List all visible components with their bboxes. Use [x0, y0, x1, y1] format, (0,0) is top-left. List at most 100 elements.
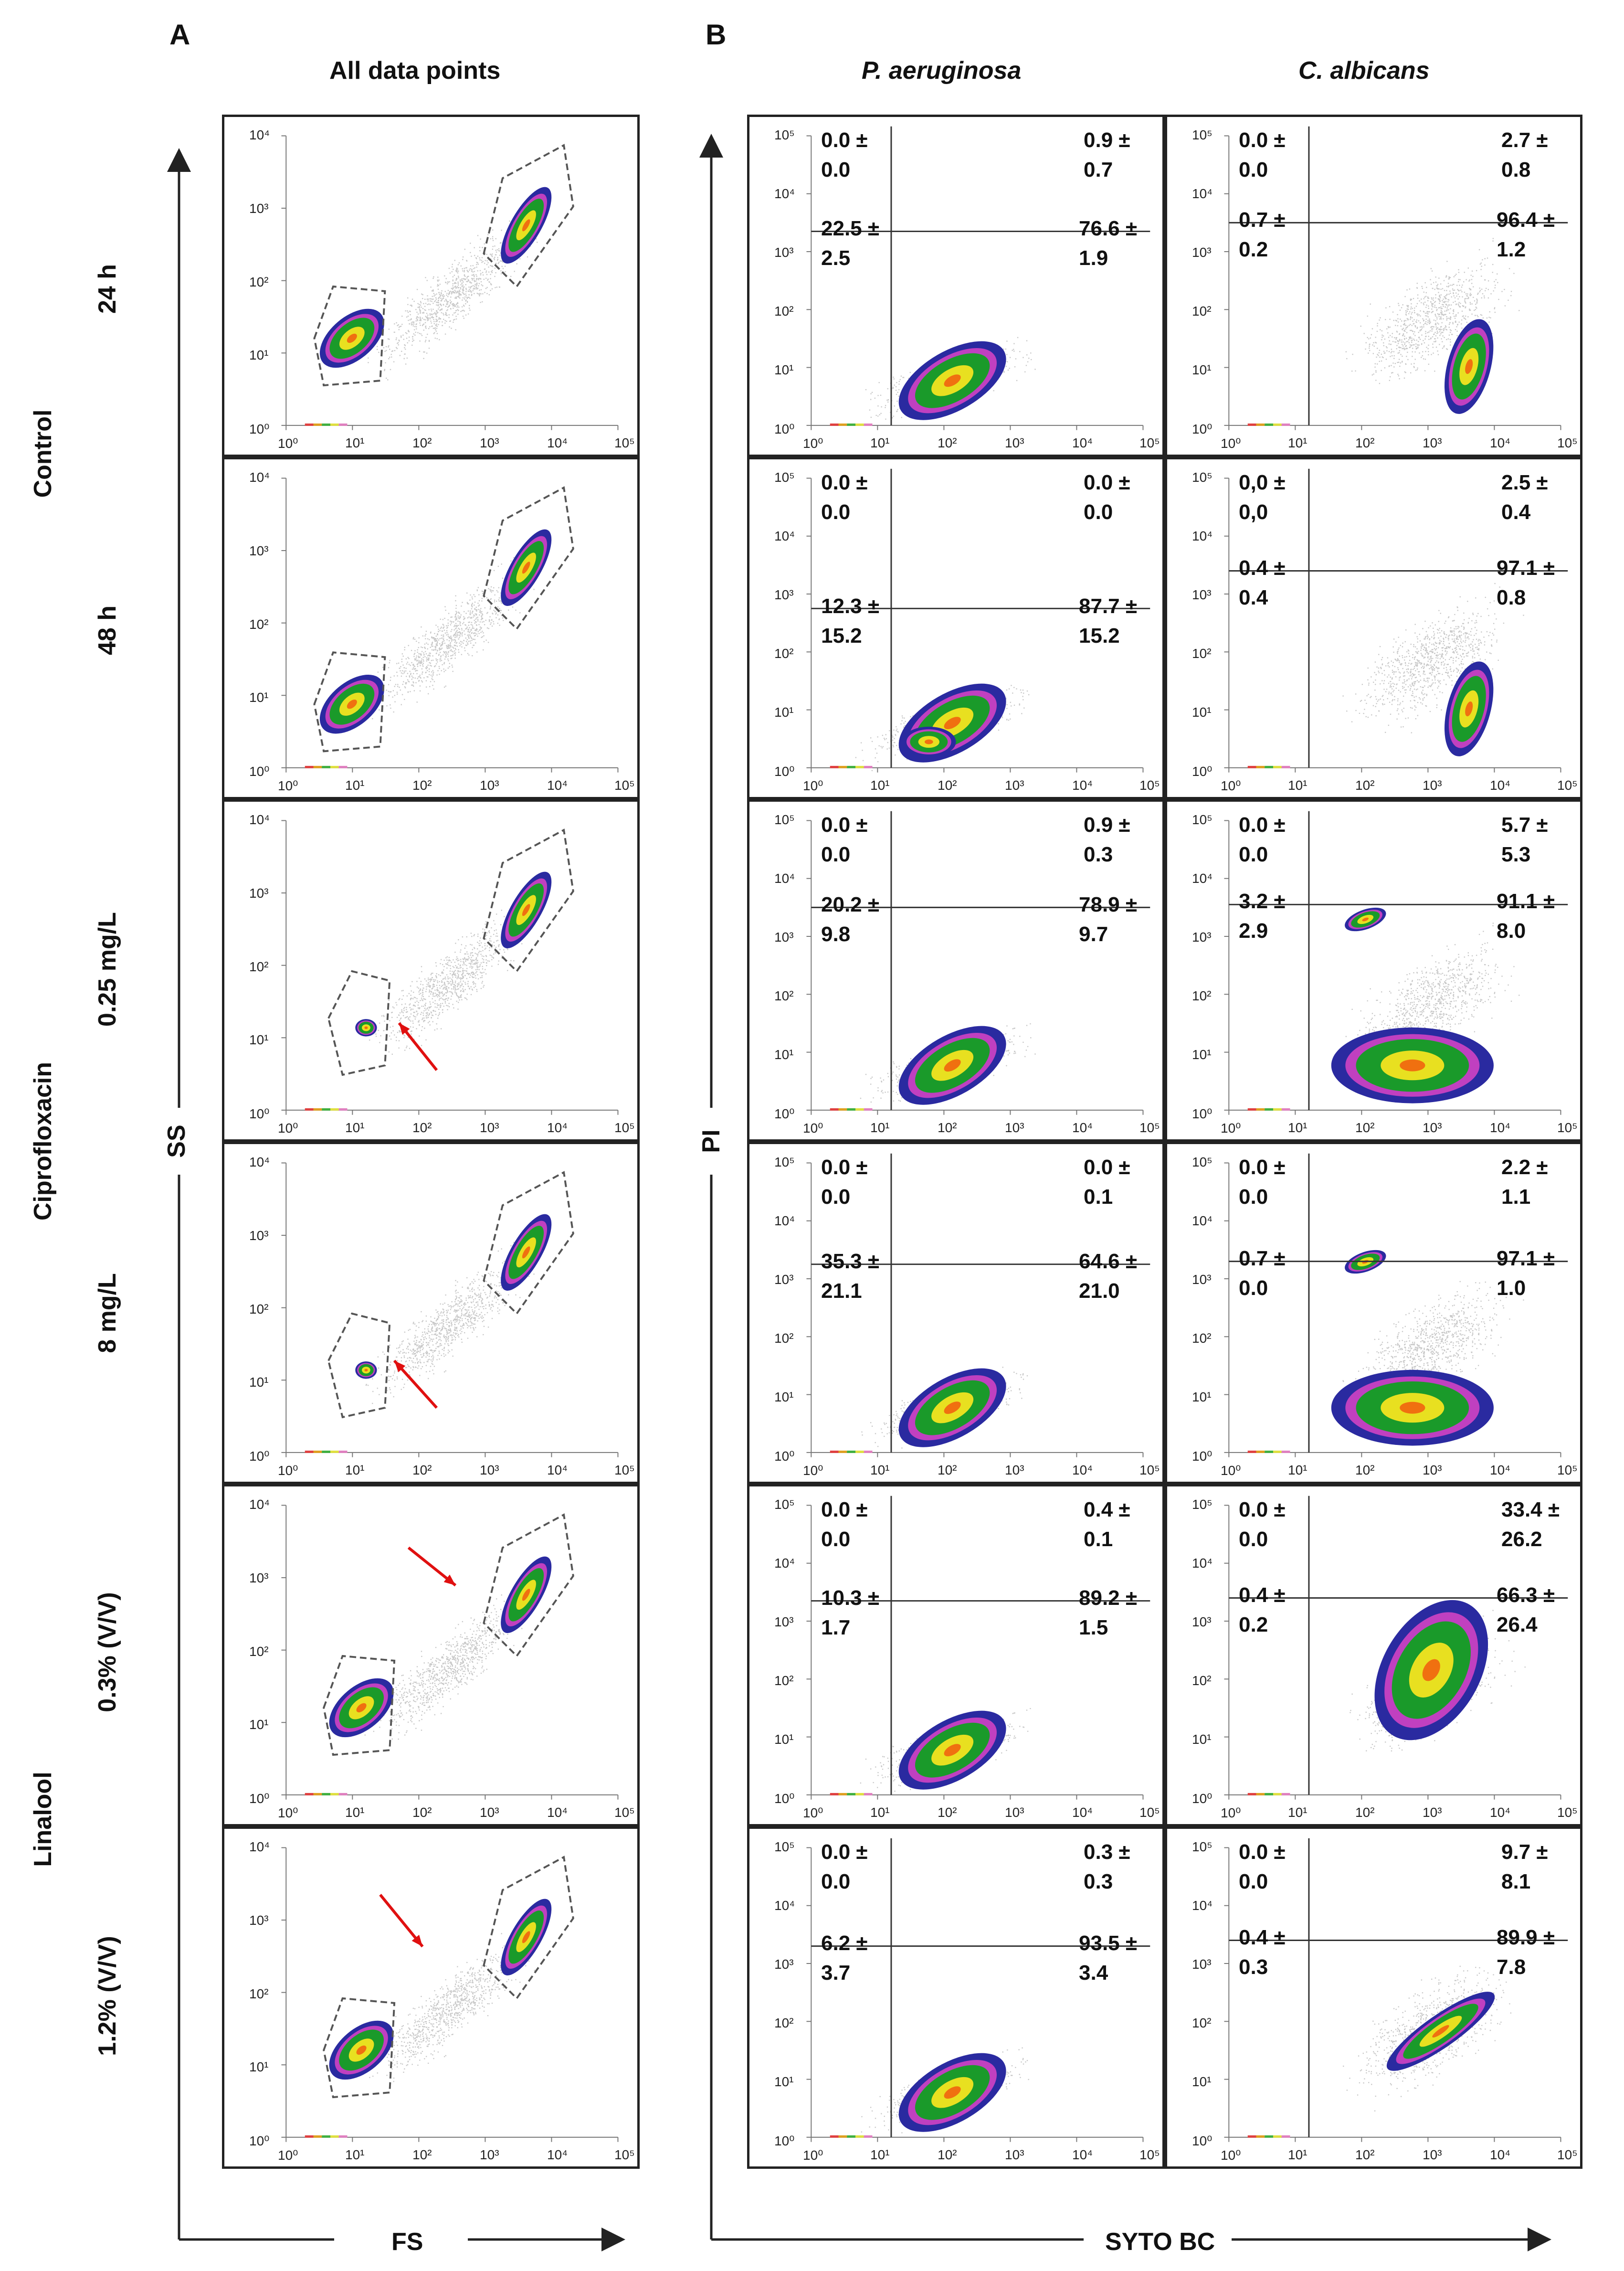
p-aeruginosa-plot-row-5: 10⁰ 10¹ 10² 10³ 10⁴ 10⁵ 10⁰ 10¹ 10² 10³ 10⁴ 10⁵ 0.0 …: [747, 1484, 1165, 1826]
x-tick-label: 10¹: [870, 1120, 890, 1135]
x-tick-label: 10³: [1423, 435, 1442, 450]
scatter-cloud: [313, 486, 574, 753]
y-tick-label: 10⁴: [1192, 186, 1213, 201]
plot-axes: [281, 478, 619, 773]
y-tick-label: 10⁰: [1192, 422, 1213, 436]
x-tick-label: 10⁵: [1557, 1120, 1578, 1135]
quadrant-ul: 0.0 ±0.0: [1239, 128, 1286, 181]
quadrant-lr: 76.6 ±1.9: [1079, 216, 1138, 270]
y-tick-label: 10⁴: [249, 1839, 270, 1854]
x-tick-label: 10⁰: [1221, 778, 1241, 793]
x-tick-label: 10⁵: [614, 1805, 635, 1820]
x-tick-label: 10³: [480, 2147, 499, 2162]
c-albicans-plot-row-1-svg: [1224, 126, 1568, 430]
x-tick-label: 10³: [480, 1120, 499, 1135]
p-aeruginosa-plot-row-6: 10⁰ 10¹ 10² 10³ 10⁴ 10⁵ 10⁰ 10¹ 10² 10³ 10⁴ 10⁵ 0.0 …: [747, 1826, 1165, 2169]
x-tick-label: 10⁰: [803, 2148, 823, 2163]
y-tick-label: 10³: [249, 543, 269, 558]
plot-axes: [1224, 820, 1561, 1115]
quadrant-ll: 0.4 ±0.3: [1239, 1925, 1286, 1979]
x-tick-label: 10³: [1423, 778, 1442, 793]
x-tick-label: 10²: [412, 1805, 432, 1820]
scatter-cloud: [327, 828, 574, 1076]
plot-axes: [281, 1505, 619, 1800]
x-tick-label: 10³: [1423, 2147, 1442, 2162]
y-tick-label: 10³: [1192, 587, 1212, 602]
x-tick-label: 10⁴: [1072, 778, 1093, 793]
y-tick-label: 10²: [774, 1331, 794, 1346]
quadrant-ll: 0.4 ±0.4: [1239, 556, 1286, 609]
x-tick-label: 10⁰: [803, 1805, 823, 1820]
x-tick-label: 10³: [1005, 778, 1024, 793]
quadrant-lr: 97.1 ±0.8: [1497, 556, 1555, 609]
x-tick-label: 10⁰: [278, 2148, 298, 2163]
c-albicans-plot-row-6-svg: [1224, 1838, 1568, 2142]
row-label-0-3pct: 0.3% (V/V): [94, 1592, 121, 1712]
x-tick-label: 10¹: [870, 435, 890, 450]
x-tick-label: 10²: [1355, 435, 1375, 450]
quadrant-ur: 0.0 ±0.1: [1084, 1156, 1130, 1209]
x-tick-label: 10⁵: [1139, 2147, 1160, 2162]
scatter-cloud: [811, 126, 1150, 425]
y-tick-label: 10²: [774, 988, 794, 1003]
y-tick-label: 10²: [249, 616, 269, 632]
y-tick-label: 10²: [774, 1673, 794, 1688]
plot-axes: [806, 820, 1144, 1115]
x-tick-label: 10⁵: [1557, 778, 1578, 793]
y-tick-label: 10²: [249, 1301, 269, 1316]
y-tick-label: 10³: [774, 930, 794, 944]
x-tick-label: 10²: [1355, 1463, 1375, 1477]
quadrant-lr: 91.1 ±8.0: [1497, 890, 1555, 943]
y-tick-label: 10¹: [1192, 705, 1212, 720]
panel-a-x-label: FS: [391, 2228, 423, 2256]
x-tick-label: 10¹: [345, 2147, 365, 2162]
x-tick-label: 10¹: [1288, 435, 1308, 450]
p-aeruginosa-plot-row-4: 10⁰ 10¹ 10² 10³ 10⁴ 10⁵ 10⁰ 10¹ 10² 10³ 10⁴ 10⁵ 0.0 …: [747, 1142, 1165, 1484]
red-arrow: [407, 1546, 457, 1587]
x-tick-label: 10¹: [1288, 1805, 1308, 1820]
quadrant-ll: 22.5 ±2.5: [821, 216, 880, 270]
x-tick-label: 10⁵: [614, 1120, 635, 1135]
x-tick-label: 10⁴: [1072, 435, 1093, 450]
y-tick-label: 10¹: [249, 690, 269, 705]
quadrant-ur: 2.2 ±1.1: [1501, 1156, 1548, 1209]
x-tick-label: 10⁴: [547, 778, 568, 793]
x-tick-label: 10⁴: [1490, 1805, 1511, 1820]
x-tick-label: 10²: [1355, 2147, 1375, 2162]
row-label-8mgL: 8 mg/L: [94, 1273, 121, 1353]
c-albicans-plot-row-5-svg: [1224, 1496, 1568, 1800]
x-tick-label: 10⁵: [1557, 1805, 1578, 1820]
x-tick-label: 10³: [1005, 1463, 1024, 1477]
x-tick-label: 10⁰: [1221, 1805, 1241, 1820]
scatter-cloud: [327, 1171, 574, 1419]
row-label-0-25mgL: 0.25 mg/L: [94, 912, 121, 1027]
x-tick-label: 10⁵: [614, 1463, 635, 1477]
x-tick-label: 10³: [1005, 1120, 1024, 1135]
y-tick-label: 10¹: [249, 1032, 269, 1048]
x-tick-label: 10¹: [345, 1805, 365, 1820]
y-tick-label: 10³: [774, 245, 794, 260]
plot-axes: [1224, 1505, 1561, 1800]
x-tick-label: 10³: [1423, 1805, 1442, 1820]
y-tick-label: 10³: [1192, 930, 1212, 944]
quadrant-lr: 64.6 ±21.0: [1079, 1250, 1138, 1303]
x-tick-label: 10²: [938, 1120, 957, 1135]
x-tick-label: 10³: [1423, 1463, 1442, 1477]
x-tick-label: 10²: [412, 2147, 432, 2162]
x-tick-label: 10³: [480, 435, 499, 450]
quadrant-ul: 0.0 ±0.0: [821, 1498, 868, 1551]
y-tick-label: 10³: [774, 1614, 794, 1629]
y-tick-label: 10⁰: [774, 764, 795, 779]
quadrant-lr: 97.1 ±1.0: [1497, 1247, 1555, 1300]
panel-b-x-label: SYTO BC: [1105, 2228, 1215, 2256]
y-tick-label: 10⁴: [249, 812, 270, 827]
y-tick-label: 10⁵: [1192, 127, 1213, 142]
y-tick-label: 10⁰: [249, 1791, 270, 1806]
y-tick-label: 10⁰: [774, 422, 795, 436]
plot-axes: [806, 478, 1144, 773]
quadrant-ll: 0.7 ±0.2: [1239, 208, 1286, 261]
y-tick-label: 10⁵: [1192, 1155, 1213, 1169]
y-tick-label: 10¹: [1192, 1047, 1212, 1062]
x-tick-label: 10⁵: [1557, 1463, 1578, 1477]
